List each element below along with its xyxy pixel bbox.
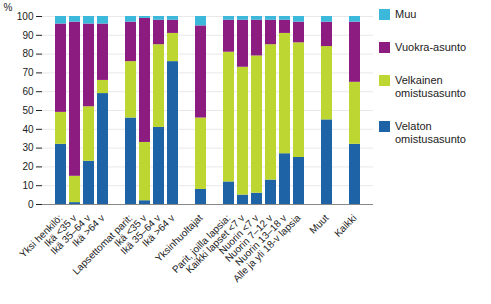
svg-text:Alle ja yli 18-v lapsia: Alle ja yli 18-v lapsia	[231, 212, 303, 284]
html-text:Velaton omistusasunto: Velaton omistusasunto	[395, 120, 466, 145]
svg-text:10: 10	[22, 180, 34, 191]
svg-text:70: 70	[22, 67, 34, 78]
html-text:Velkainen omistusasunto: Velkainen omistusasunto	[395, 74, 466, 99]
svg-text:Ikä >64 v: Ikä >64 v	[70, 212, 107, 249]
svg-text:80: 80	[22, 48, 34, 59]
svg-text:60: 60	[22, 86, 34, 97]
svg-text:Nuorin 7–12 v: Nuorin 7–12 v	[222, 212, 275, 264]
svg-text:0: 0	[28, 199, 34, 210]
svg-text:Yksinhuoltajat: Yksinhuoltajat	[152, 212, 205, 264]
svg-text:Ikä 35–64 v: Ikä 35–64 v	[48, 212, 93, 257]
svg-text:Parit, joilla lapsia:: Parit, joilla lapsia:	[169, 212, 233, 275]
svg-text:Ikä >64 v: Ikä >64 v	[140, 212, 177, 249]
svg-text:Ikä <35 v: Ikä <35 v	[42, 212, 79, 249]
svg-text:50: 50	[22, 105, 34, 116]
svg-text:Yksi henkilö:: Yksi henkilö:	[17, 212, 65, 260]
svg-text:100: 100	[17, 11, 34, 22]
svg-text:40: 40	[22, 124, 34, 135]
svg-text:Ikä 35–64 v: Ikä 35–64 v	[118, 212, 163, 257]
svg-text:Nuorin <7 v: Nuorin <7 v	[216, 212, 261, 257]
svg-text:Kaikki lapset <7 v: Kaikki lapset <7 v	[183, 212, 247, 276]
svg-text:%: %	[4, 2, 13, 13]
svg-text:90: 90	[22, 30, 34, 41]
svg-text:Kaikki: Kaikki	[332, 212, 359, 239]
svg-text:Muut: Muut	[307, 212, 331, 236]
svg-text:Nuorin 13–18 v: Nuorin 13–18 v	[232, 212, 289, 268]
svg-text:Ikä <35 v: Ikä <35 v	[112, 212, 149, 249]
svg-text:30: 30	[22, 142, 34, 153]
svg-text:Lapsettomat parit:: Lapsettomat parit:	[70, 212, 135, 277]
html-text:Vuokra-asunto: Vuokra-asunto	[395, 41, 467, 53]
html-text:Muu: Muu	[395, 8, 417, 20]
svg-text:20: 20	[22, 161, 34, 172]
